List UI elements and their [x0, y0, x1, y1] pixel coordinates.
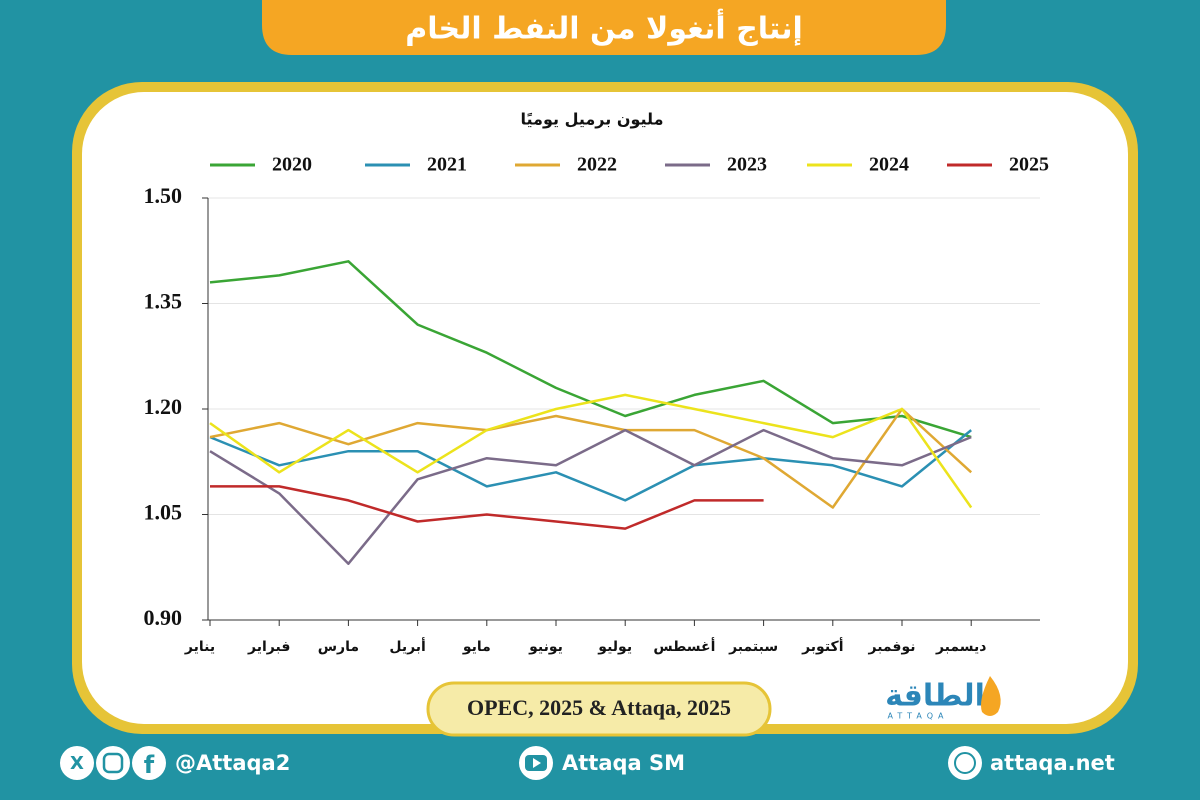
- logo-drop: [981, 676, 1001, 716]
- x-icon[interactable]: [60, 746, 94, 780]
- legend-label: 2020: [272, 154, 312, 176]
- x-tick-label: يونيو: [528, 639, 563, 655]
- x-glyph: X: [70, 753, 84, 774]
- line-series: [209, 393, 973, 509]
- x-tick-label: أغسطس: [653, 637, 715, 655]
- website[interactable]: attaqa.net: [990, 751, 1115, 775]
- x-tick-label: فبراير: [247, 639, 290, 655]
- line-series: [209, 407, 973, 509]
- x-tick-label: سبتمبر: [728, 639, 778, 655]
- x-tick-label: مارس: [318, 639, 359, 655]
- y-tick-label: 1.05: [144, 500, 183, 525]
- legend-label: 2022: [577, 154, 617, 176]
- facebook-glyph: f: [144, 751, 155, 779]
- instagram-icon[interactable]: [96, 746, 130, 780]
- logo-sub: ATTAQA: [888, 712, 949, 721]
- x-tick-label: أكتوبر: [801, 637, 843, 655]
- line-series: [210, 485, 764, 530]
- facebook-icon[interactable]: [132, 746, 166, 780]
- web-icon[interactable]: [948, 746, 982, 780]
- source: OPEC, 2025 & Attaqa, 2025: [467, 695, 731, 720]
- youtube-handle[interactable]: Attaqa SM: [562, 751, 685, 775]
- line-series: [209, 428, 972, 565]
- chart-title: إنتاج أنغولا من النفط الخام: [405, 9, 803, 47]
- y-tick-label: 0.90: [144, 605, 183, 630]
- logo: الطاقة: [885, 679, 985, 714]
- legend-label: 2025: [1009, 154, 1049, 176]
- legend-label: 2023: [727, 154, 767, 176]
- x-tick-label: أبريل: [389, 637, 426, 655]
- source-pill: [426, 681, 772, 737]
- social-handle[interactable]: @Attaqa2: [175, 751, 290, 775]
- y-tick-label: 1.20: [144, 394, 183, 419]
- web-glyph: [954, 752, 976, 774]
- y-tick-label: 1.50: [144, 183, 183, 208]
- legend-label: 2021: [427, 154, 467, 176]
- x-tick-label: نوفمبر: [867, 639, 915, 655]
- x-tick-label: يوليو: [597, 639, 632, 655]
- x-tick-label: مايو: [462, 639, 491, 655]
- title-banner: [262, 0, 946, 55]
- y-axis-unit: مليون برميل يوميًا: [521, 110, 664, 129]
- x-tick-label: ديسمبر: [935, 639, 987, 655]
- line-series: [209, 429, 972, 502]
- x-tick-label: يناير: [184, 639, 215, 655]
- plot: 0.90 1.05 1.20 1.35 1.50 يناير فبراير مارس أبريل…: [144, 154, 1050, 655]
- legend-label: 2024: [869, 154, 909, 176]
- instagram-glyph: [102, 752, 124, 774]
- youtube-play: [533, 758, 541, 768]
- y-tick-label: 1.35: [144, 289, 183, 314]
